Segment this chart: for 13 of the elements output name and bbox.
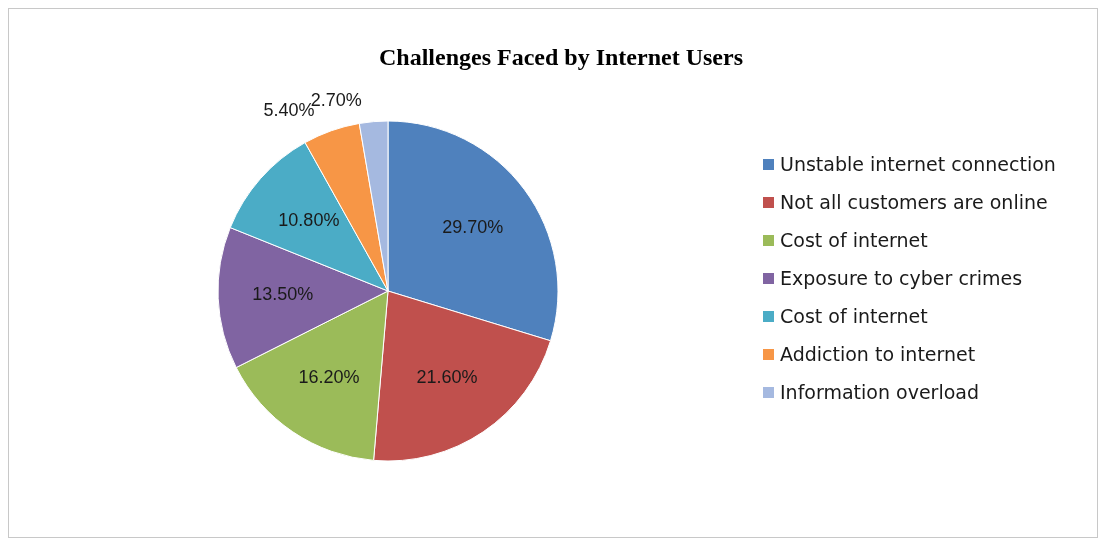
legend-label: Exposure to cyber crimes	[780, 266, 1023, 289]
legend-label: Unstable internet connection	[780, 152, 1056, 175]
chart-title: Challenges Faced by Internet Users	[379, 44, 743, 70]
data-label: 10.80%	[278, 210, 340, 231]
legend-label: Not all customers are online	[780, 190, 1048, 213]
data-label: 16.20%	[298, 367, 360, 388]
legend-label: Addiction to internet	[780, 342, 976, 365]
legend-label: Cost of internet	[780, 228, 928, 251]
legend-label: Cost of internet	[780, 304, 928, 327]
data-label: 29.70%	[442, 217, 504, 238]
data-label: 13.50%	[252, 284, 314, 305]
legend-label: Information overload	[780, 380, 979, 403]
data-label: 21.60%	[416, 367, 478, 388]
